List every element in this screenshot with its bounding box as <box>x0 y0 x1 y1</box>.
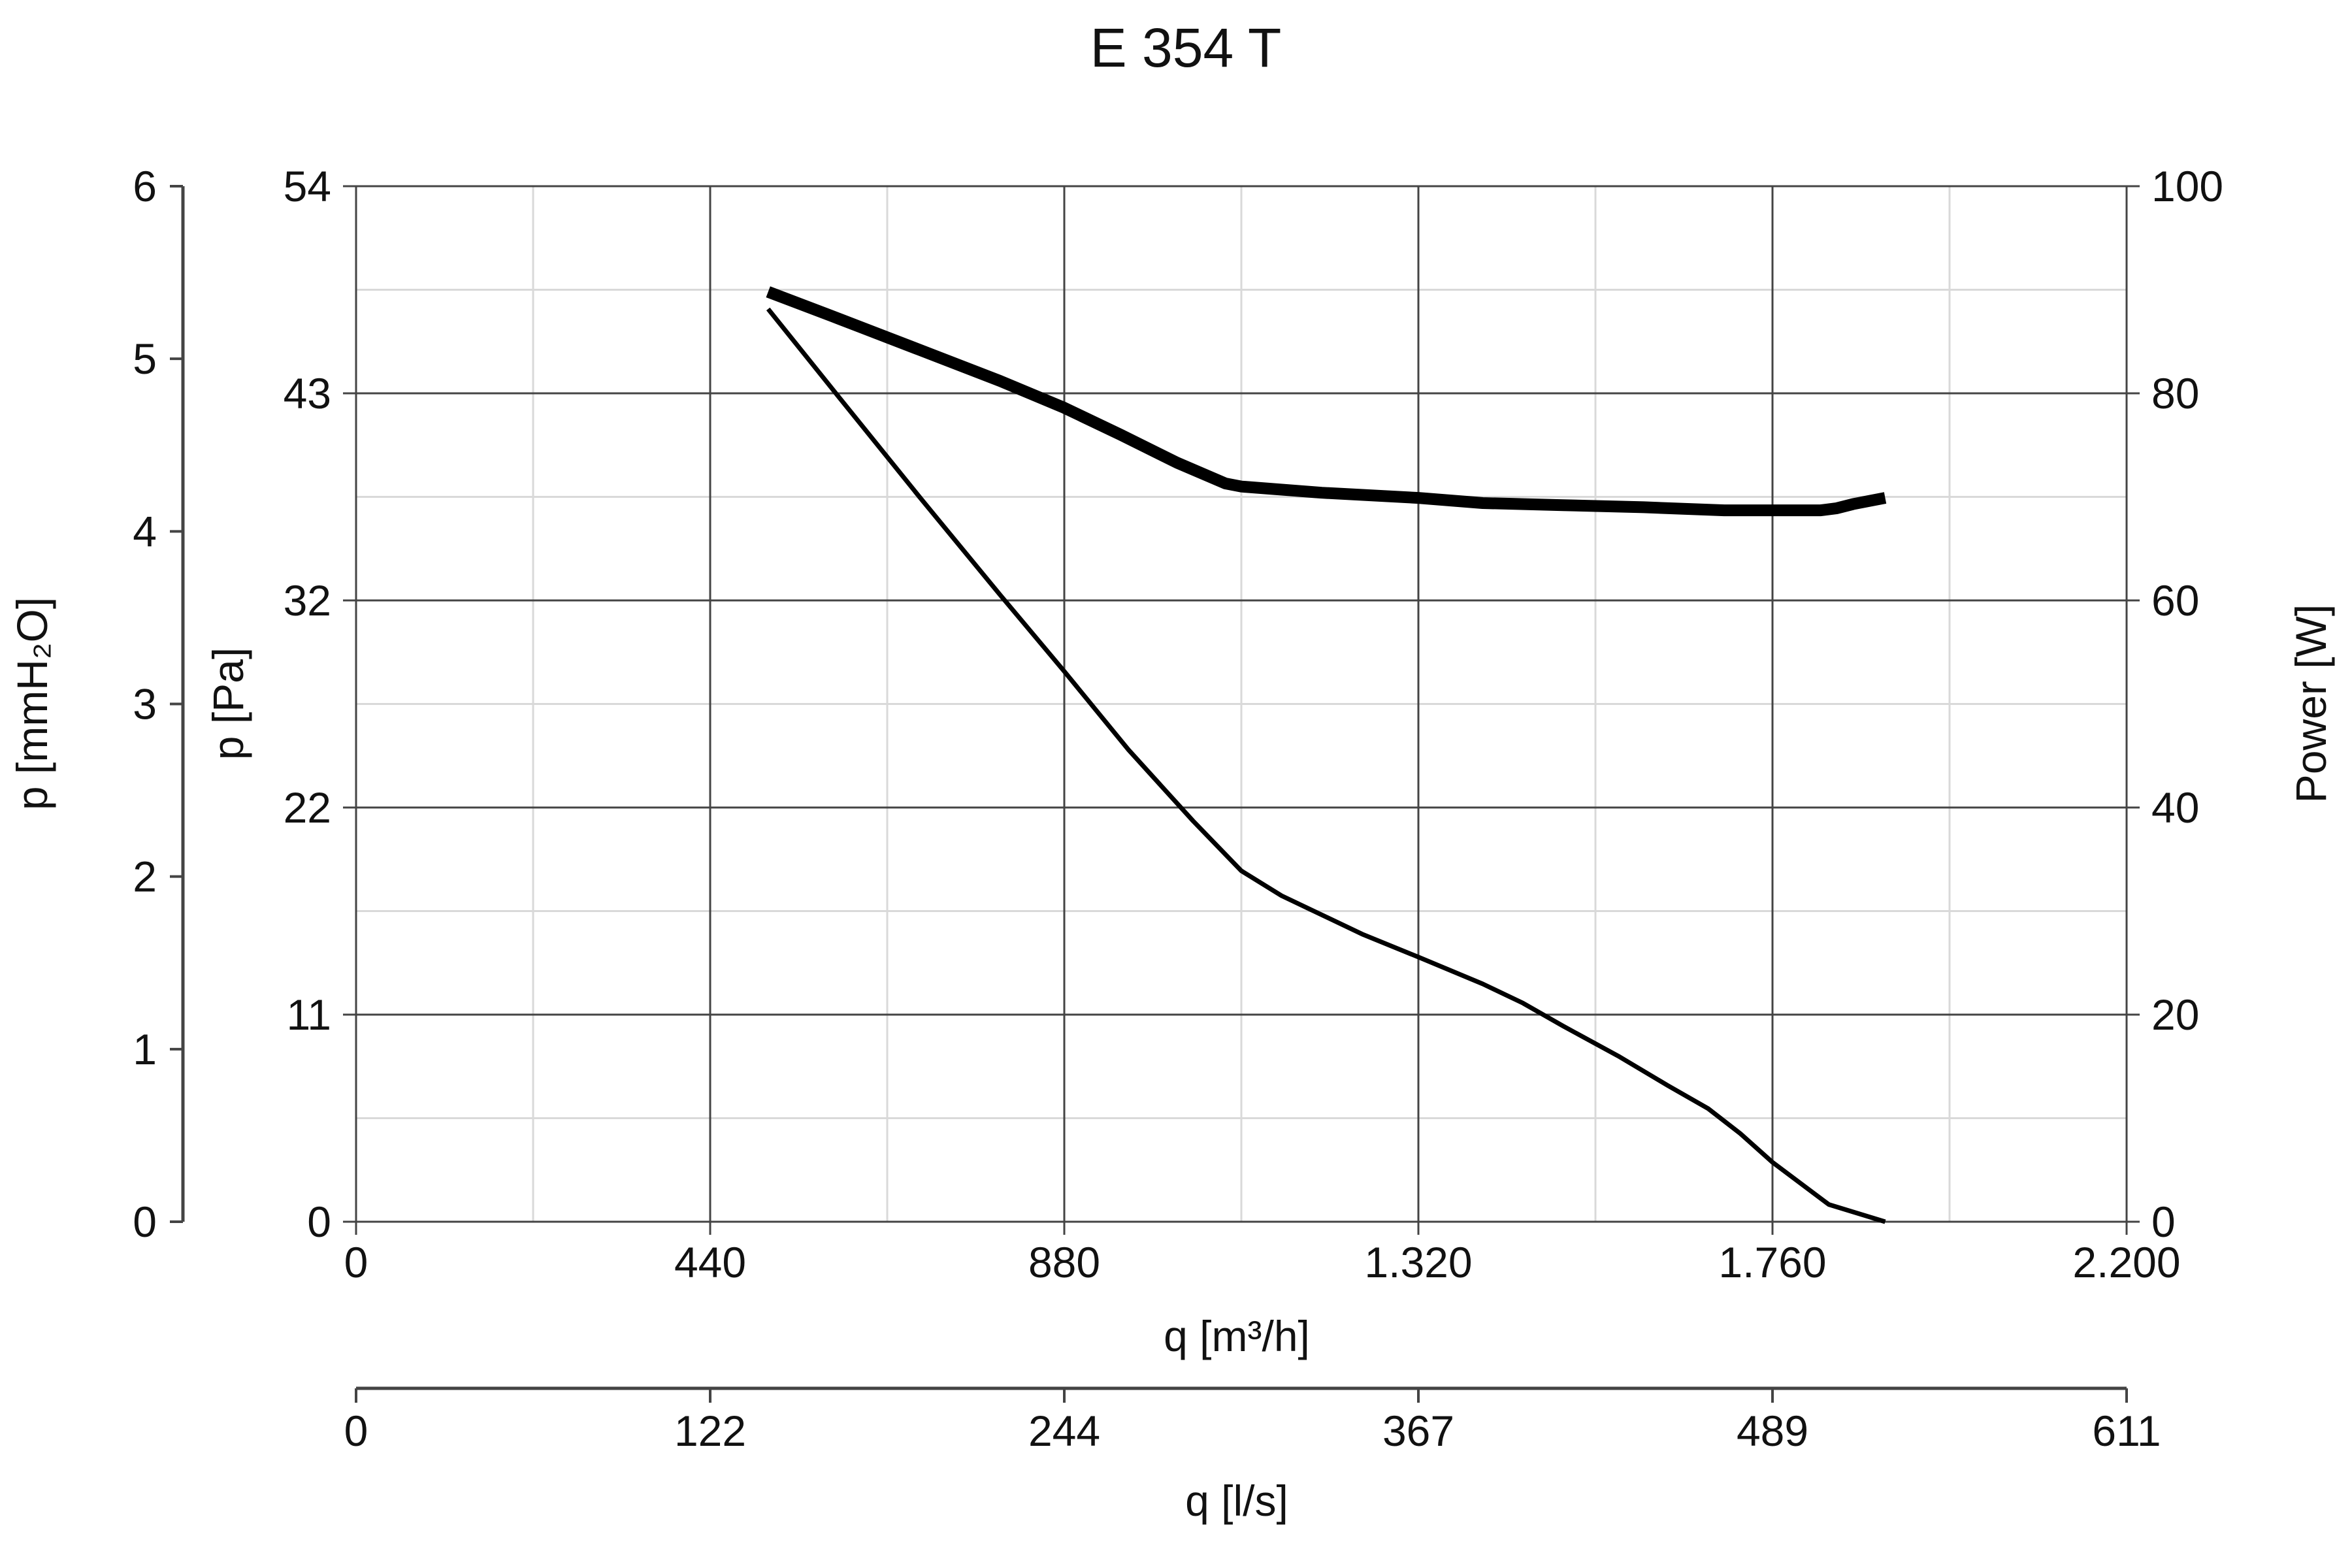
y-outer-tick-label: 3 <box>133 680 157 728</box>
y-axis-title-mmh2o: p [mmH₂O] <box>8 597 56 810</box>
chart-title: E 354 T <box>1090 17 1282 78</box>
y-outer-tick-label: 2 <box>133 853 157 901</box>
y-axis-title-power: Power [W] <box>2287 604 2335 803</box>
x2-tick-label: 244 <box>1028 1407 1100 1455</box>
x2-tick-label: 611 <box>2092 1407 2161 1455</box>
x2-tick-label: 122 <box>674 1407 746 1455</box>
y-right-tick-label: 40 <box>2151 783 2199 832</box>
y-tick-label: 22 <box>284 783 331 832</box>
y-right-tick-label: 0 <box>2151 1198 2176 1246</box>
y-tick-label: 0 <box>307 1198 331 1246</box>
axes <box>170 185 2140 1403</box>
x2-tick-label: 367 <box>1382 1407 1454 1455</box>
y-outer-tick-label: 0 <box>133 1198 157 1246</box>
y-right-tick-label: 100 <box>2151 162 2223 210</box>
y-outer-tick-label: 6 <box>133 162 157 210</box>
x-tick-label: 440 <box>674 1238 746 1286</box>
x-tick-label: 880 <box>1028 1238 1100 1286</box>
y-tick-label: 32 <box>284 576 331 625</box>
x-tick-label: 1.760 <box>1718 1238 1826 1286</box>
curves <box>766 286 1887 1224</box>
x2-tick-label: 0 <box>344 1407 368 1455</box>
y-outer-tick-label: 1 <box>133 1025 157 1073</box>
x-tick-label: 2.200 <box>2072 1238 2180 1286</box>
y-outer-tick-label: 5 <box>133 335 157 383</box>
pressure-curve <box>766 307 1886 1224</box>
x2-tick-label: 489 <box>1737 1407 1808 1455</box>
y-outer-tick-label: 4 <box>133 507 157 555</box>
y-right-tick-label: 20 <box>2151 990 2199 1039</box>
y-tick-label: 54 <box>284 162 331 210</box>
power-curve <box>766 286 1887 517</box>
x-tick-label: 1.320 <box>1364 1238 1472 1286</box>
y-axis-title-pa: p [Pa] <box>204 647 252 760</box>
x2-axis-title: q [l/s] <box>1185 1477 1288 1525</box>
x-tick-label: 0 <box>344 1238 368 1286</box>
x-axis-title: q [m³/h] <box>1164 1312 1310 1360</box>
y-right-tick-label: 80 <box>2151 369 2199 417</box>
y-tick-label: 43 <box>284 369 331 417</box>
grid <box>355 185 2128 1223</box>
y-right-tick-label: 60 <box>2151 576 2199 625</box>
y-tick-label: 11 <box>286 990 331 1039</box>
